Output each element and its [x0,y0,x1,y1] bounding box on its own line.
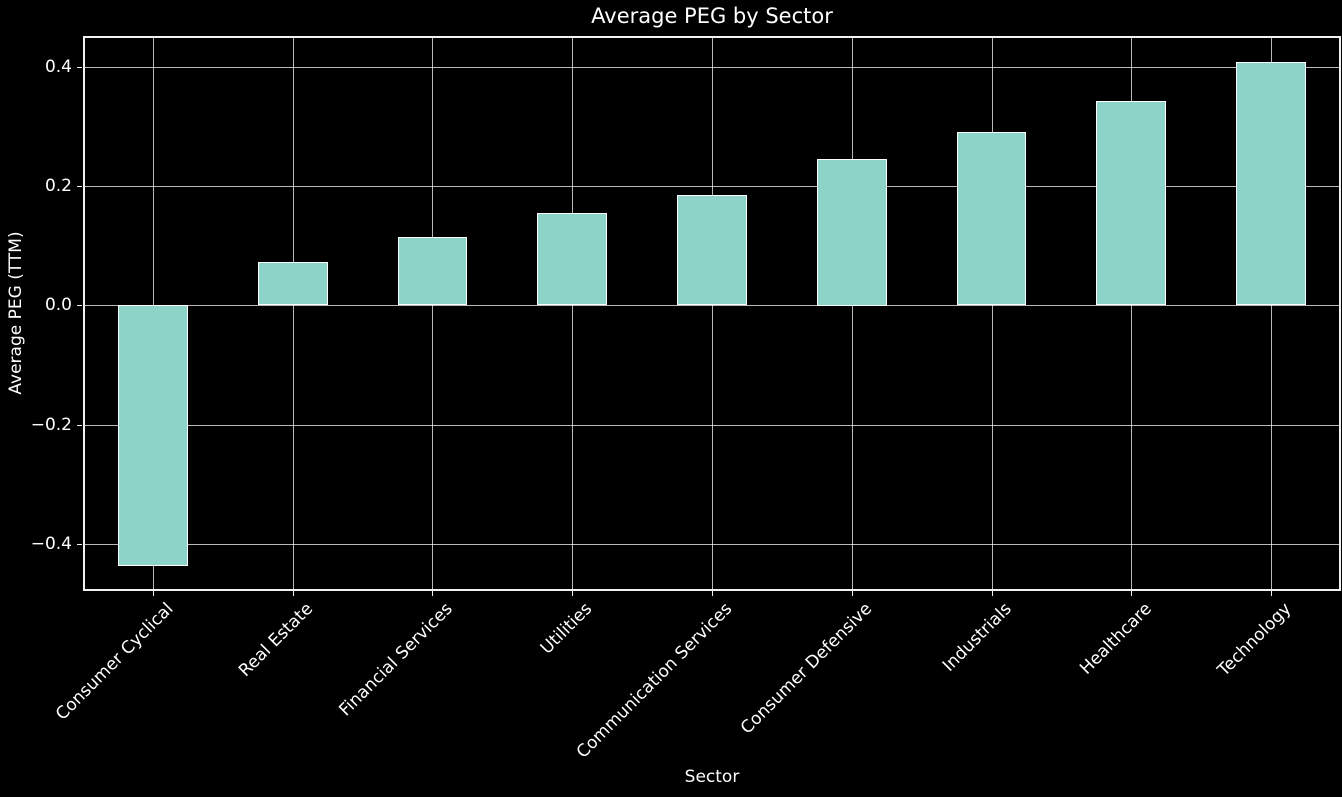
bar-consumer-cyclical [117,305,188,566]
x-tick-label-industrials: Industrials [938,599,1016,676]
v-gridline [851,36,853,591]
x-tick-mark [712,591,713,596]
chart-title: Average PEG by Sector [591,4,833,28]
y-tick-mark [77,424,82,426]
x-tick-label-communication-services: Communication Services [572,599,737,763]
x-tick-label-healthcare: Healthcare [1075,599,1156,679]
y-tick-mark [77,305,82,307]
x-axis-label: Sector [684,767,740,787]
x-tick-mark [432,591,434,596]
x-tick-mark [1131,591,1133,596]
x-tick-mark [991,591,993,596]
v-gridline [432,36,434,591]
x-tick-mark [152,591,154,596]
v-gridline [1131,36,1133,591]
x-tick-label-financial-services: Financial Services [335,599,457,721]
x-tick-mark [1271,591,1273,596]
bar-financial-services [397,236,468,306]
v-gridline [712,36,713,591]
y-tick-mark [77,186,82,187]
v-gridline [572,36,574,591]
y-tick-label: 0.0 [44,295,72,316]
v-gridline [292,36,294,591]
x-tick-label-utilities: Utilities [536,599,597,659]
bar-communication-services [677,194,747,306]
y-tick-mark [77,544,82,546]
x-tick-label-consumer-defensive: Consumer Defensive [736,599,876,739]
bar-technology [1236,62,1307,306]
x-tick-label-technology: Technology [1213,599,1296,681]
bar-industrials [956,131,1027,306]
y-tick-mark [77,66,82,68]
v-gridline [1271,36,1273,591]
bar-consumer-defensive [816,158,887,306]
y-tick-label: 0.4 [44,56,72,77]
y-tick-label: −0.4 [30,534,72,555]
x-tick-label-real-estate: Real Estate [234,599,317,681]
y-tick-label: 0.2 [44,176,72,196]
x-tick-mark [292,591,294,596]
y-axis-label: Average PEG (TTM) [6,231,26,395]
x-tick-mark [851,591,853,596]
x-tick-label-consumer-cyclical: Consumer Cyclical [51,599,178,725]
bar-utilities [537,212,608,306]
v-gridline [991,36,993,591]
y-tick-label: −0.2 [30,414,72,435]
bar-real-estate [257,261,328,306]
bar-healthcare [1096,101,1167,306]
x-tick-mark [572,591,574,596]
